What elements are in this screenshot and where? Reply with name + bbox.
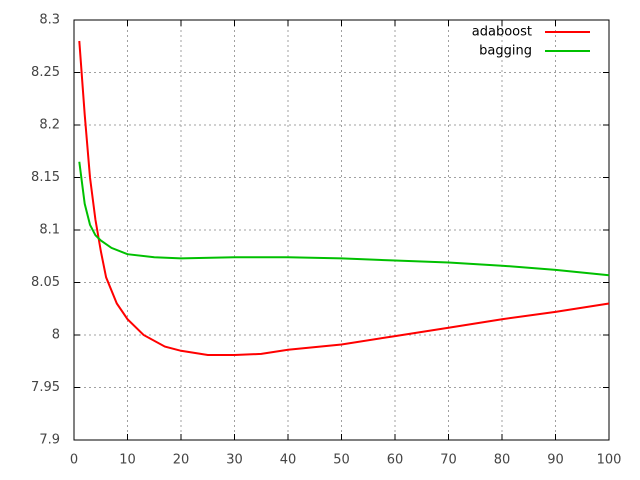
legend-label: adaboost xyxy=(472,25,532,40)
x-tick-label: 40 xyxy=(280,453,297,468)
x-tick-label: 30 xyxy=(226,453,243,468)
x-tick-label: 0 xyxy=(70,453,78,468)
x-tick-label: 20 xyxy=(173,453,190,468)
y-tick-label: 8 xyxy=(52,328,60,343)
y-tick-label: 8.25 xyxy=(31,65,60,80)
y-tick-label: 8.05 xyxy=(31,275,60,290)
y-tick-label: 7.9 xyxy=(39,433,60,448)
y-tick-label: 8.2 xyxy=(39,118,60,133)
y-tick-label: 8.15 xyxy=(31,170,60,185)
y-tick-label: 8.3 xyxy=(39,13,60,28)
x-tick-label: 80 xyxy=(494,453,511,468)
x-tick-label: 10 xyxy=(119,453,136,468)
x-tick-label: 90 xyxy=(547,453,564,468)
y-tick-label: 8.1 xyxy=(39,223,60,238)
x-tick-label: 60 xyxy=(387,453,404,468)
data-line xyxy=(78,161,610,277)
y-tick-label: 7.95 xyxy=(31,380,60,395)
x-tick-label: 50 xyxy=(333,453,350,468)
x-tick-label: 70 xyxy=(440,453,457,468)
x-tick-label: 100 xyxy=(597,453,622,468)
legend-label: bagging xyxy=(479,44,532,59)
plot-border xyxy=(73,19,610,441)
data-line xyxy=(78,40,610,356)
